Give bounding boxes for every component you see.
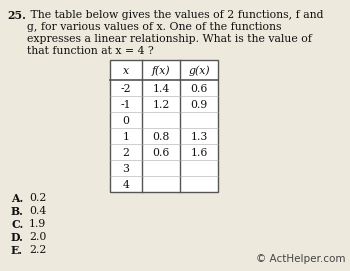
Text: x: x bbox=[123, 66, 129, 76]
Text: 0: 0 bbox=[122, 116, 130, 126]
Text: 25.: 25. bbox=[7, 10, 26, 21]
Text: that function at x = 4 ?: that function at x = 4 ? bbox=[27, 46, 154, 56]
Text: B.: B. bbox=[11, 206, 24, 217]
Bar bbox=[110, 60, 218, 192]
Text: f(x): f(x) bbox=[152, 66, 170, 76]
Text: 0.4: 0.4 bbox=[29, 206, 46, 216]
Text: D.: D. bbox=[11, 232, 24, 243]
Text: 1.2: 1.2 bbox=[152, 100, 170, 110]
Text: 2: 2 bbox=[122, 148, 130, 158]
Text: 2.2: 2.2 bbox=[29, 245, 46, 255]
Text: 0.8: 0.8 bbox=[152, 132, 170, 142]
Text: 1: 1 bbox=[122, 132, 130, 142]
Text: 3: 3 bbox=[122, 164, 130, 174]
Text: 1.3: 1.3 bbox=[190, 132, 208, 142]
Text: © ActHelper.com: © ActHelper.com bbox=[256, 254, 345, 264]
Text: 0.2: 0.2 bbox=[29, 193, 46, 203]
Text: 4: 4 bbox=[122, 180, 130, 190]
Text: 0.6: 0.6 bbox=[190, 84, 208, 94]
Text: -1: -1 bbox=[121, 100, 131, 110]
Text: 0.9: 0.9 bbox=[190, 100, 208, 110]
Text: C.: C. bbox=[11, 219, 23, 230]
Text: g(x): g(x) bbox=[188, 66, 210, 76]
Text: 2.0: 2.0 bbox=[29, 232, 46, 242]
Text: g, for various values of x. One of the functions: g, for various values of x. One of the f… bbox=[27, 22, 281, 32]
Text: A.: A. bbox=[11, 193, 23, 204]
Text: 0.6: 0.6 bbox=[152, 148, 170, 158]
Text: expresses a linear relationship. What is the value of: expresses a linear relationship. What is… bbox=[27, 34, 312, 44]
Text: E.: E. bbox=[11, 245, 23, 256]
Text: 1.9: 1.9 bbox=[29, 219, 46, 229]
Text: -2: -2 bbox=[121, 84, 131, 94]
Text: 1.6: 1.6 bbox=[190, 148, 208, 158]
Text: 1.4: 1.4 bbox=[152, 84, 170, 94]
Text: The table below gives the values of 2 functions, f and: The table below gives the values of 2 fu… bbox=[27, 10, 323, 20]
